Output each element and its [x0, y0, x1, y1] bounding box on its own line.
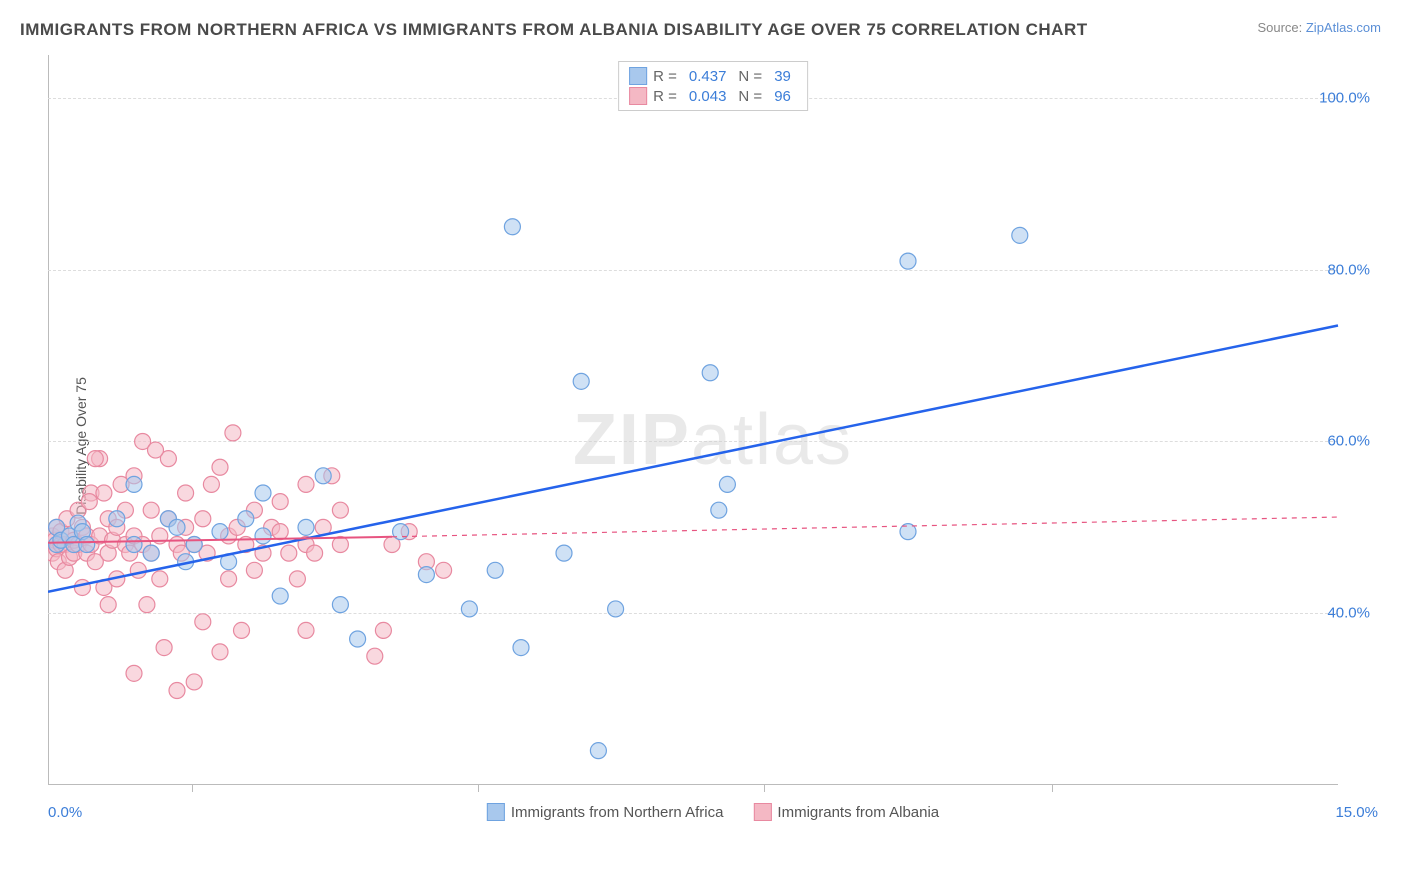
- chart-container: IMMIGRANTS FROM NORTHERN AFRICA VS IMMIG…: [0, 0, 1406, 892]
- scatter-point: [186, 674, 202, 690]
- scatter-point: [212, 524, 228, 540]
- scatter-point: [139, 597, 155, 613]
- legend-series: Immigrants from Northern Africa Immigran…: [487, 803, 939, 821]
- scatter-point: [130, 562, 146, 578]
- scatter-point: [109, 511, 125, 527]
- scatter-point: [143, 502, 159, 518]
- scatter-point: [212, 459, 228, 475]
- scatter-point: [96, 485, 112, 501]
- scatter-point: [281, 545, 297, 561]
- scatter-point: [461, 601, 477, 617]
- scatter-point: [79, 537, 95, 553]
- scatter-point: [212, 644, 228, 660]
- scatter-point: [195, 511, 211, 527]
- scatter-point: [178, 485, 194, 501]
- scatter-point: [169, 519, 185, 535]
- r-value-0: 0.437: [689, 68, 727, 85]
- scatter-svg: [48, 55, 1378, 825]
- plot-area: 40.0%60.0%80.0%100.0% ZIPatlas R = 0.437…: [48, 55, 1378, 825]
- scatter-point: [350, 631, 366, 647]
- scatter-point: [169, 683, 185, 699]
- legend-label-0: Immigrants from Northern Africa: [511, 804, 724, 821]
- scatter-point: [1012, 227, 1028, 243]
- legend-item-0: Immigrants from Northern Africa: [487, 803, 724, 821]
- scatter-point: [556, 545, 572, 561]
- x-axis-max-label: 15.0%: [1335, 804, 1378, 821]
- scatter-point: [272, 494, 288, 510]
- legend-label-1: Immigrants from Albania: [777, 804, 939, 821]
- scatter-point: [315, 468, 331, 484]
- scatter-point: [100, 597, 116, 613]
- scatter-point: [513, 640, 529, 656]
- scatter-point: [289, 571, 305, 587]
- scatter-point: [298, 622, 314, 638]
- scatter-point: [152, 571, 168, 587]
- scatter-point: [156, 640, 172, 656]
- legend-swatch-blue: [629, 67, 647, 85]
- scatter-point: [255, 485, 271, 501]
- scatter-point: [234, 622, 250, 638]
- legend-swatch-pink: [629, 87, 647, 105]
- legend-item-1: Immigrants from Albania: [753, 803, 939, 821]
- scatter-point: [195, 614, 211, 630]
- scatter-point: [504, 219, 520, 235]
- trendline-extrapolated: [392, 517, 1338, 537]
- scatter-point: [126, 476, 142, 492]
- scatter-point: [436, 562, 452, 578]
- r-value-1: 0.043: [689, 88, 727, 105]
- legend-swatch-0: [487, 803, 505, 821]
- scatter-point: [238, 511, 254, 527]
- scatter-point: [418, 567, 434, 583]
- scatter-point: [221, 571, 237, 587]
- n-value-0: 39: [774, 68, 791, 85]
- scatter-point: [272, 524, 288, 540]
- scatter-point: [87, 451, 103, 467]
- scatter-point: [307, 545, 323, 561]
- legend-stats-row-1: R = 0.043 N = 96: [629, 86, 797, 106]
- scatter-point: [255, 528, 271, 544]
- scatter-point: [711, 502, 727, 518]
- scatter-point: [900, 253, 916, 269]
- legend-swatch-1: [753, 803, 771, 821]
- legend-stats-row-0: R = 0.437 N = 39: [629, 66, 797, 86]
- scatter-point: [143, 545, 159, 561]
- scatter-point: [332, 597, 348, 613]
- scatter-point: [719, 476, 735, 492]
- scatter-point: [298, 476, 314, 492]
- legend-stats: R = 0.437 N = 39 R = 0.043 N = 96: [618, 61, 808, 111]
- source-prefix: Source:: [1257, 20, 1305, 35]
- scatter-point: [74, 579, 90, 595]
- scatter-point: [332, 537, 348, 553]
- n-value-1: 96: [774, 88, 791, 105]
- chart-title: IMMIGRANTS FROM NORTHERN AFRICA VS IMMIG…: [20, 20, 1088, 40]
- scatter-point: [246, 562, 262, 578]
- scatter-point: [186, 537, 202, 553]
- x-axis-min-label: 0.0%: [48, 804, 82, 821]
- scatter-point: [148, 442, 164, 458]
- scatter-point: [573, 373, 589, 389]
- scatter-point: [81, 494, 97, 510]
- scatter-point: [272, 588, 288, 604]
- scatter-point: [367, 648, 383, 664]
- scatter-point: [332, 502, 348, 518]
- scatter-point: [126, 537, 142, 553]
- scatter-point: [126, 665, 142, 681]
- scatter-point: [298, 519, 314, 535]
- scatter-point: [225, 425, 241, 441]
- scatter-point: [608, 601, 624, 617]
- scatter-point: [702, 365, 718, 381]
- source-link[interactable]: ZipAtlas.com: [1306, 20, 1381, 35]
- trendline: [48, 326, 1338, 592]
- source-attribution: Source: ZipAtlas.com: [1257, 20, 1381, 35]
- scatter-point: [203, 476, 219, 492]
- scatter-point: [487, 562, 503, 578]
- scatter-point: [590, 743, 606, 759]
- scatter-point: [375, 622, 391, 638]
